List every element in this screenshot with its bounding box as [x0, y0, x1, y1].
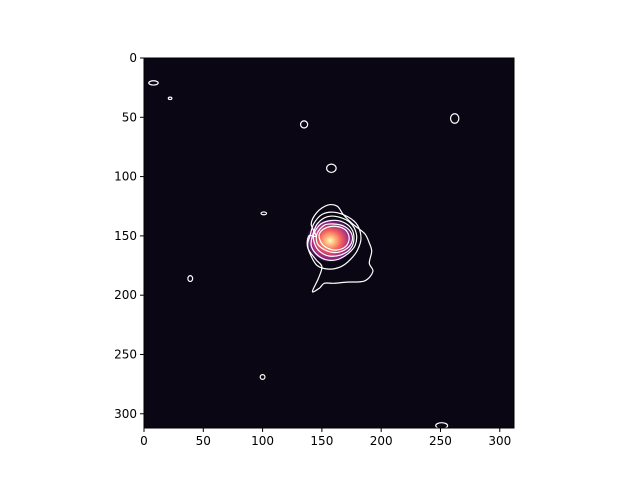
y-tick-label: 0 — [129, 51, 137, 65]
contour-island-2 — [167, 96, 173, 101]
x-tick-label: 300 — [488, 434, 511, 448]
x-tick-label: 200 — [370, 434, 393, 448]
contour-contour-level-2 — [307, 211, 362, 270]
y-tick-label: 150 — [114, 229, 137, 243]
y-tick-label: 100 — [114, 170, 137, 184]
contour-island-8 — [259, 374, 266, 380]
heatmap-source — [305, 218, 356, 264]
x-tick-label: 150 — [310, 434, 333, 448]
contour-contour-level-5 — [315, 223, 353, 254]
x-tick-label: 0 — [140, 434, 148, 448]
plot-frame — [143, 57, 515, 429]
contour-island-5 — [326, 163, 337, 174]
contour-island-9 — [435, 422, 449, 428]
y-tick-label: 300 — [114, 407, 137, 421]
contour-island-3 — [299, 120, 309, 129]
y-tick-label: 200 — [114, 288, 137, 302]
contour-outer-envelope — [306, 204, 374, 293]
contour-contour-level-3 — [310, 215, 358, 261]
y-tick-label: 50 — [122, 110, 137, 124]
contour-contour-level-6 — [318, 225, 350, 251]
contour-island-4 — [449, 113, 460, 124]
contour-contour-level-4 — [312, 219, 355, 257]
contour-island-7 — [187, 275, 194, 283]
contour-island-6 — [260, 211, 268, 216]
plot-area — [144, 58, 514, 428]
x-tick-label: 100 — [251, 434, 274, 448]
x-tick-label: 50 — [196, 434, 211, 448]
x-tick-label: 250 — [429, 434, 452, 448]
y-tick-label: 250 — [114, 347, 137, 361]
contour-island-1 — [148, 80, 159, 86]
